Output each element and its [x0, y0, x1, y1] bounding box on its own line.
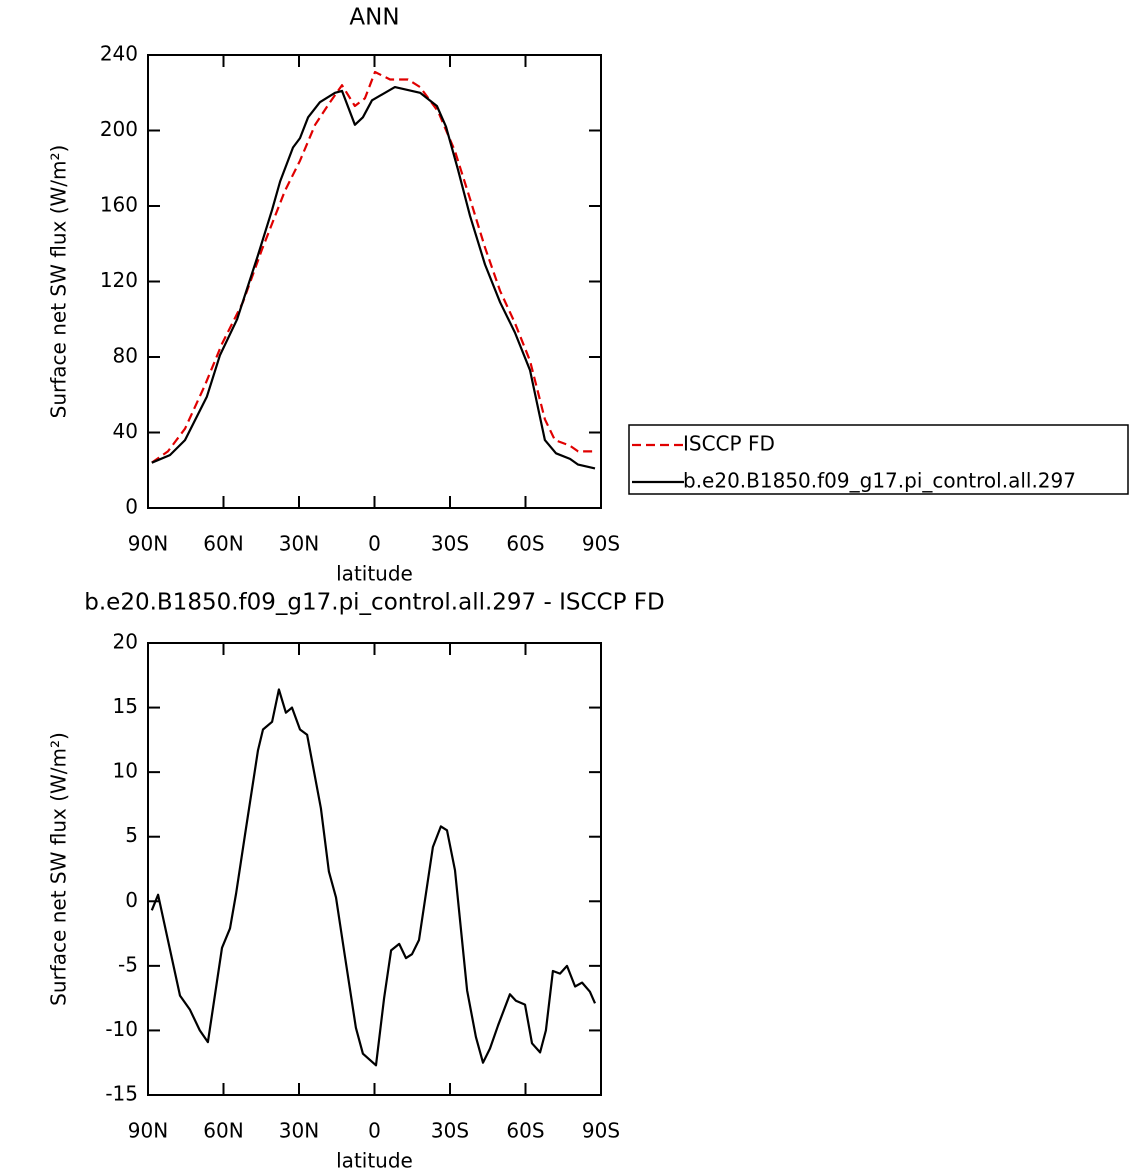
legend-label: b.e20.B1850.f09_g17.pi_control.all.297 — [683, 469, 1076, 493]
x-tick-label: 30N — [279, 1119, 319, 1143]
plot-frame — [147, 642, 602, 1096]
x-axis-label: latitude — [336, 562, 413, 586]
x-tick-label: 90S — [582, 532, 620, 556]
x-tick-label: 0 — [368, 532, 381, 556]
y-tick-label: 240 — [100, 42, 138, 66]
y-tick-label: 15 — [113, 694, 138, 718]
y-tick-label: 10 — [113, 759, 138, 783]
x-tick-label: 30S — [431, 1119, 469, 1143]
plot-frame — [147, 54, 602, 509]
x-tick-label: 30N — [279, 532, 319, 556]
x-tick-label: 90N — [128, 1119, 168, 1143]
x-tick-label: 90N — [128, 532, 168, 556]
y-tick-label: 0 — [125, 495, 138, 519]
y-tick-label: 20 — [113, 630, 138, 654]
y-tick-label: 200 — [100, 117, 138, 141]
x-tick-label: 30S — [431, 532, 469, 556]
y-axis-label: Surface net SW flux (W/m²) — [47, 732, 71, 1006]
y-tick-label: 5 — [125, 823, 138, 847]
y-tick-label: 120 — [100, 268, 138, 292]
y-tick-label: -15 — [105, 1082, 138, 1106]
y-tick-label: -5 — [118, 952, 138, 976]
chart-title: ANN — [349, 5, 399, 31]
data-line — [150, 688, 597, 1067]
y-tick-label: 0 — [125, 888, 138, 912]
legend-label: ISCCP FD — [683, 432, 775, 456]
chart-title: b.e20.B1850.f09_g17.pi_control.all.297 -… — [84, 590, 664, 616]
x-tick-label: 60N — [203, 1119, 243, 1143]
legend-box — [628, 424, 1129, 495]
x-tick-label: 60S — [506, 1119, 544, 1143]
y-axis-label: Surface net SW flux (W/m²) — [47, 145, 71, 419]
x-tick-label: 0 — [368, 1119, 381, 1143]
data-line — [151, 70, 595, 464]
y-tick-label: 160 — [100, 193, 138, 217]
y-tick-label: 80 — [113, 344, 138, 368]
x-tick-label: 60S — [506, 532, 544, 556]
data-line — [151, 86, 596, 470]
x-axis-label: latitude — [336, 1149, 413, 1173]
x-tick-label: 90S — [582, 1119, 620, 1143]
y-tick-label: -10 — [105, 1017, 138, 1041]
x-tick-label: 60N — [203, 532, 243, 556]
y-tick-label: 40 — [113, 419, 138, 443]
